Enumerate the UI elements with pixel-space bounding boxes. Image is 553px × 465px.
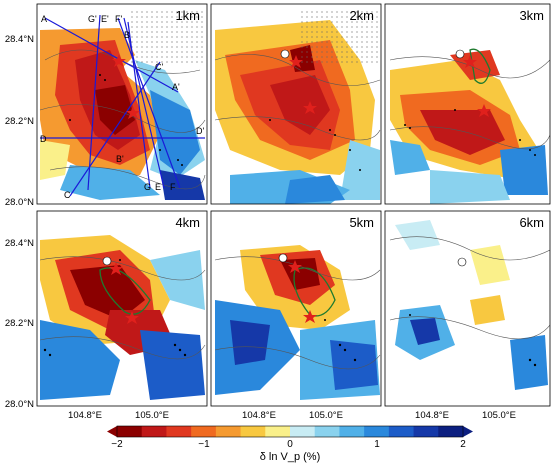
panel-5km: 5km bbox=[210, 210, 382, 407]
profile-label: C bbox=[64, 190, 71, 200]
colorbar-swatch bbox=[191, 426, 217, 437]
y-tick-label: 28.0°N bbox=[5, 399, 34, 410]
colorbar-tick: −1 bbox=[198, 439, 210, 450]
y-tick-label: 28.2°N bbox=[5, 116, 34, 127]
panel-label: 3km bbox=[519, 8, 544, 23]
profile-label: A' bbox=[172, 82, 180, 92]
profile-label: D bbox=[40, 134, 47, 144]
panel-label: 5km bbox=[349, 215, 374, 230]
colorbar-swatch bbox=[166, 426, 192, 437]
colorbar-tick: 2 bbox=[460, 439, 466, 450]
colorbar-swatch bbox=[117, 426, 143, 437]
colorbar-swatch bbox=[265, 426, 291, 437]
x-tick-label: 105.0°E bbox=[309, 410, 343, 421]
panel-4km: 4km bbox=[36, 210, 208, 407]
y-tick-label: 28.2°N bbox=[5, 318, 34, 329]
x-tick-label: 104.8°E bbox=[242, 410, 276, 421]
colorbar-frame bbox=[116, 425, 464, 438]
x-tick-label: 105.0°E bbox=[135, 410, 169, 421]
panel-6km: 6km bbox=[384, 210, 551, 407]
profile-labels: A G' E' F' B C' A' D D' B' C G E F bbox=[40, 14, 204, 200]
epicenter-star bbox=[125, 311, 139, 324]
colorbar-tick: 0 bbox=[287, 439, 293, 450]
colorbar-swatch bbox=[314, 426, 340, 437]
profile-label: D' bbox=[196, 126, 204, 136]
epicenter-star bbox=[288, 260, 302, 273]
y-tick-label: 28.4°N bbox=[5, 34, 34, 45]
town-marker bbox=[457, 257, 467, 267]
panel-1km: 1km A G' E' F' B C' A' D D' B' C G E F bbox=[36, 3, 208, 205]
colorbar-min-arrow bbox=[107, 426, 117, 437]
colorbar-swatch bbox=[438, 426, 464, 437]
epicenter-star bbox=[112, 54, 126, 67]
panel-3km: 3km bbox=[384, 3, 551, 205]
colorbar-swatch bbox=[364, 426, 390, 437]
colorbar-swatch bbox=[141, 426, 167, 437]
epicenter-star bbox=[109, 262, 123, 275]
y-axis-labels: 28.4°N 28.2°N 28.0°N 28.4°N 28.2°N 28.0°… bbox=[5, 34, 34, 410]
panel-2km: 2km bbox=[210, 3, 382, 205]
town-marker bbox=[280, 49, 290, 59]
profile-label: G bbox=[144, 182, 151, 192]
profile-label: B bbox=[124, 30, 130, 40]
colorbar bbox=[107, 425, 473, 438]
x-tick-label: 104.8°E bbox=[68, 410, 102, 421]
profile-label: E' bbox=[101, 14, 109, 24]
epicenter-star bbox=[463, 55, 477, 68]
y-tick-label: 28.0°N bbox=[5, 197, 34, 208]
x-tick-label: 105.0°E bbox=[482, 410, 516, 421]
colorbar-swatch bbox=[339, 426, 365, 437]
colorbar-swatch bbox=[413, 426, 439, 437]
colorbar-ticks: −2 −1 0 1 2 bbox=[111, 439, 466, 450]
colorbar-tick: 1 bbox=[374, 439, 380, 450]
profile-label: F' bbox=[115, 14, 122, 24]
x-axis-labels: 104.8°E 105.0°E 104.8°E 105.0°E 104.8°E … bbox=[68, 410, 516, 421]
epicenter-star bbox=[303, 101, 317, 114]
epicenter-star bbox=[289, 55, 303, 68]
profile-label: C' bbox=[155, 62, 163, 72]
y-tick-label: 28.4°N bbox=[5, 238, 34, 249]
colorbar-tick: −2 bbox=[111, 439, 123, 450]
colorbar-swatch bbox=[290, 426, 316, 437]
panel-label: 4km bbox=[175, 215, 200, 230]
x-tick-label: 104.8°E bbox=[415, 410, 449, 421]
epicenter-star bbox=[477, 104, 491, 117]
epicenter-star bbox=[126, 106, 140, 119]
town-marker bbox=[455, 49, 465, 59]
epicenter-star bbox=[303, 310, 317, 323]
profile-label: B' bbox=[116, 154, 124, 164]
profile-label: F bbox=[170, 182, 176, 192]
profile-label: A bbox=[41, 14, 47, 24]
panel-label: 1km bbox=[175, 8, 200, 23]
colorbar-title: δ ln V_p (%) bbox=[260, 451, 321, 463]
panel-label: 2km bbox=[349, 8, 374, 23]
colorbar-swatch bbox=[388, 426, 415, 437]
colorbar-max-arrow bbox=[463, 426, 473, 437]
town-marker bbox=[278, 253, 288, 263]
colorbar-swatch bbox=[215, 426, 242, 437]
profile-label: E bbox=[155, 182, 161, 192]
colorbar-swatch bbox=[240, 426, 266, 437]
town-marker bbox=[102, 256, 112, 266]
profile-label: G' bbox=[88, 14, 97, 24]
panel-label: 6km bbox=[519, 215, 544, 230]
